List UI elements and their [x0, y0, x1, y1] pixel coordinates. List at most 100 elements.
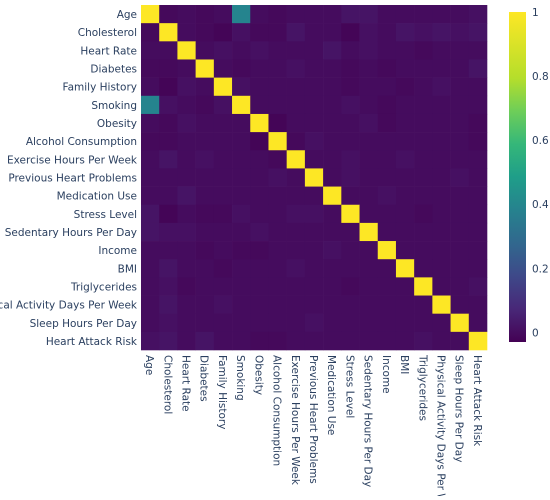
y-tick-label: Alcohol Consumption: [26, 136, 137, 148]
heatmap-cell-7-1: [159, 132, 178, 151]
heatmap-cell-10-14: [395, 186, 415, 206]
heatmap-cell-4-4: [213, 77, 233, 97]
heatmap-cell-9-14: [395, 168, 415, 187]
heatmap-cell-9-17: [450, 168, 470, 187]
heatmap-cell-4-18: [468, 77, 488, 97]
heatmap-cell-3-14: [395, 59, 415, 78]
heatmap-cell-17-17: [450, 313, 470, 333]
colorbar: [509, 12, 526, 342]
x-tick-label: Stress Level: [343, 355, 355, 418]
y-tick-label: Stress Level: [74, 209, 137, 221]
heatmap-cell-2-2: [177, 41, 196, 60]
heatmap-cell-17-13: [377, 313, 397, 333]
heatmap-cell-1-1: [159, 23, 178, 42]
heatmap-cell-8-6: [250, 150, 269, 169]
x-tick-label: Family History: [216, 355, 228, 429]
heatmap-cell-14-18: [468, 259, 488, 278]
heatmap-cell-17-5: [232, 313, 251, 333]
heatmap-cell-11-9: [304, 204, 324, 224]
heatmap-cell-6-7: [268, 113, 287, 133]
heatmap-cell-4-3: [195, 77, 215, 97]
heatmap-cell-16-7: [268, 295, 287, 314]
x-tick-label: BMI: [398, 355, 410, 374]
heatmap-cell-8-0: [141, 150, 160, 169]
heatmap-cell-6-16: [432, 113, 451, 133]
heatmap-cell-14-13: [377, 259, 397, 278]
heatmap-cell-13-1: [159, 241, 178, 260]
colorbar-tick-label: 0.6: [532, 135, 549, 147]
heatmap-cell-14-15: [414, 259, 433, 278]
heatmap-cell-13-14: [395, 241, 415, 260]
y-tick-label: Sleep Hours Per Day: [30, 318, 137, 330]
heatmap-cell-16-13: [377, 295, 397, 314]
heatmap-cell-18-0: [141, 331, 160, 351]
heatmap-cell-17-4: [213, 313, 233, 333]
heatmap-cell-16-16: [432, 295, 451, 314]
heatmap-cell-12-0: [141, 222, 160, 242]
heatmap-cell-16-6: [250, 295, 269, 314]
heatmap-cell-5-10: [323, 95, 342, 115]
heatmap-cell-6-3: [195, 113, 215, 133]
heatmap-cell-2-14: [395, 41, 415, 60]
heatmap-cell-9-13: [377, 168, 397, 187]
heatmap-cell-17-7: [268, 313, 287, 333]
heatmap-cell-6-4: [213, 113, 233, 133]
heatmap-cell-6-2: [177, 113, 196, 133]
y-tick-label: BMI: [118, 263, 137, 275]
heatmap-cell-17-0: [141, 313, 160, 333]
heatmap-cell-2-0: [141, 41, 160, 60]
heatmap-cell-8-17: [450, 150, 470, 169]
heatmap-cell-3-7: [268, 59, 287, 78]
y-tick-label: Medication Use: [57, 191, 137, 203]
colorbar-tick-label: 0.8: [532, 71, 549, 83]
heatmap-cell-12-5: [232, 222, 251, 242]
heatmap-cell-4-2: [177, 77, 196, 97]
heatmap-cell-10-3: [195, 186, 215, 206]
heatmap-cell-14-3: [195, 259, 215, 278]
heatmap-cell-1-14: [395, 23, 415, 42]
heatmap-cell-18-9: [304, 331, 324, 351]
heatmap-cell-1-2: [177, 23, 196, 42]
heatmap-cell-14-14: [395, 259, 415, 278]
heatmap-cell-7-14: [395, 132, 415, 151]
colorbar-tick-label: 0: [532, 327, 539, 339]
heatmap-cell-5-16: [432, 95, 451, 115]
heatmap-cell-13-18: [468, 241, 488, 260]
heatmap-cell-6-11: [341, 113, 360, 133]
heatmap-cell-0-17: [450, 5, 470, 24]
heatmap-cell-9-7: [268, 168, 287, 187]
heatmap-cell-15-10: [323, 277, 342, 296]
heatmap-cell-8-9: [304, 150, 324, 169]
heatmap-cell-16-18: [468, 295, 488, 314]
heatmap-cell-10-0: [141, 186, 160, 206]
heatmap-cell-5-12: [359, 95, 379, 115]
heatmap-cell-4-13: [377, 77, 397, 97]
y-tick-label: Cholesterol: [78, 27, 137, 39]
heatmap-cell-17-6: [250, 313, 269, 333]
heatmap-cell-0-13: [377, 5, 397, 24]
heatmap-cell-13-6: [250, 241, 269, 260]
heatmap-cell-16-0: [141, 295, 160, 314]
y-tick-label: Previous Heart Problems: [8, 173, 137, 185]
heatmap-cell-5-3: [195, 95, 215, 115]
heatmap-cell-6-0: [141, 113, 160, 133]
heatmap-cell-16-3: [195, 295, 215, 314]
heatmap-cell-3-13: [377, 59, 397, 78]
heatmap-cell-2-1: [159, 41, 178, 60]
y-tick-label: Family History: [63, 82, 137, 94]
heatmap-cell-0-6: [250, 5, 269, 24]
heatmap-cell-15-8: [286, 277, 306, 296]
heatmap-cell-4-10: [323, 77, 342, 97]
x-tick-label: Previous Heart Problems: [307, 355, 319, 484]
heatmap-cell-14-7: [268, 259, 287, 278]
heatmap-cell-15-9: [304, 277, 324, 296]
heatmap-cell-18-12: [359, 331, 379, 351]
heatmap-cell-1-18: [468, 23, 488, 42]
heatmap-cell-7-16: [432, 132, 451, 151]
heatmap-cell-14-1: [159, 259, 178, 278]
heatmap-cell-15-11: [341, 277, 360, 296]
x-tick-label: Exercise Hours Per Week: [289, 355, 301, 486]
heatmap-cell-6-6: [250, 113, 269, 133]
heatmap-cell-8-14: [395, 150, 415, 169]
heatmap-cell-17-3: [195, 313, 215, 333]
